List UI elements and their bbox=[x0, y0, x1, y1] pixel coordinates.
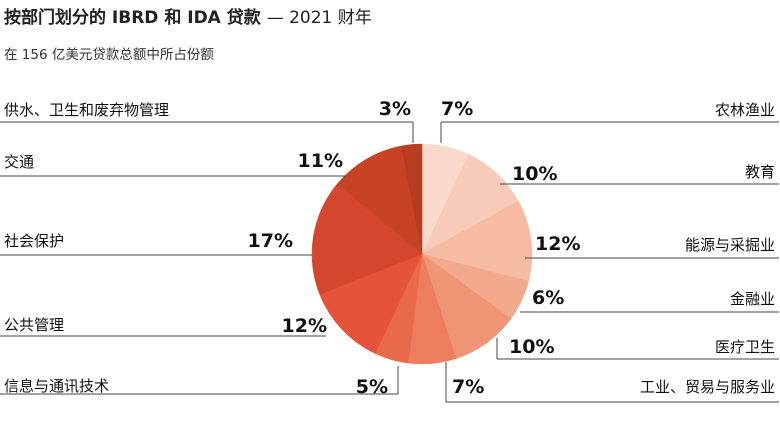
slice-label-5: 工业、贸易与服务业 bbox=[640, 378, 775, 396]
slice-label-8: 社会保护 bbox=[4, 232, 64, 250]
slice-value-1: 10% bbox=[512, 163, 557, 185]
slice-value-10: 3% bbox=[379, 98, 411, 120]
slice-value-8: 17% bbox=[248, 230, 293, 252]
slice-value-6: 5% bbox=[356, 376, 388, 398]
slice-8 bbox=[311, 183, 423, 295]
slice-value-0: 7% bbox=[441, 98, 473, 120]
slice-label-6: 信息与通讯技术 bbox=[4, 377, 109, 395]
slice-value-4: 10% bbox=[509, 336, 554, 358]
slice-value-3: 6% bbox=[532, 287, 564, 309]
slice-value-2: 12% bbox=[535, 233, 580, 255]
slice-label-2: 能源与采掘业 bbox=[685, 236, 775, 254]
slice-label-10: 供水、卫生和废弃物管理 bbox=[4, 101, 169, 119]
slice-label-0: 农林渔业 bbox=[715, 101, 775, 119]
slice-label-9: 交通 bbox=[4, 153, 34, 171]
chart-title: 按部门划分的 IBRD 和 IDA 贷款 — 2021 财年 bbox=[4, 3, 372, 28]
slice-10 bbox=[401, 143, 423, 255]
slice-value-9: 11% bbox=[298, 150, 343, 172]
slice-7 bbox=[319, 253, 423, 354]
slice-value-5: 7% bbox=[452, 376, 484, 398]
slice-2 bbox=[421, 200, 533, 282]
slice-label-7: 公共管理 bbox=[4, 316, 64, 334]
chart-title-main: 按部门划分的 IBRD 和 IDA 贷款 bbox=[4, 8, 261, 28]
slice-value-7: 12% bbox=[282, 315, 327, 337]
chart-subtitle: 在 156 亿美元贷款总额中所占份额 bbox=[4, 47, 214, 63]
slice-label-1: 教育 bbox=[745, 163, 775, 181]
slice-label-4: 医疗卫生 bbox=[715, 338, 775, 356]
slice-9 bbox=[336, 145, 423, 255]
chart-title-year: — 2021 财年 bbox=[266, 8, 372, 28]
slice-label-3: 金融业 bbox=[730, 290, 775, 308]
